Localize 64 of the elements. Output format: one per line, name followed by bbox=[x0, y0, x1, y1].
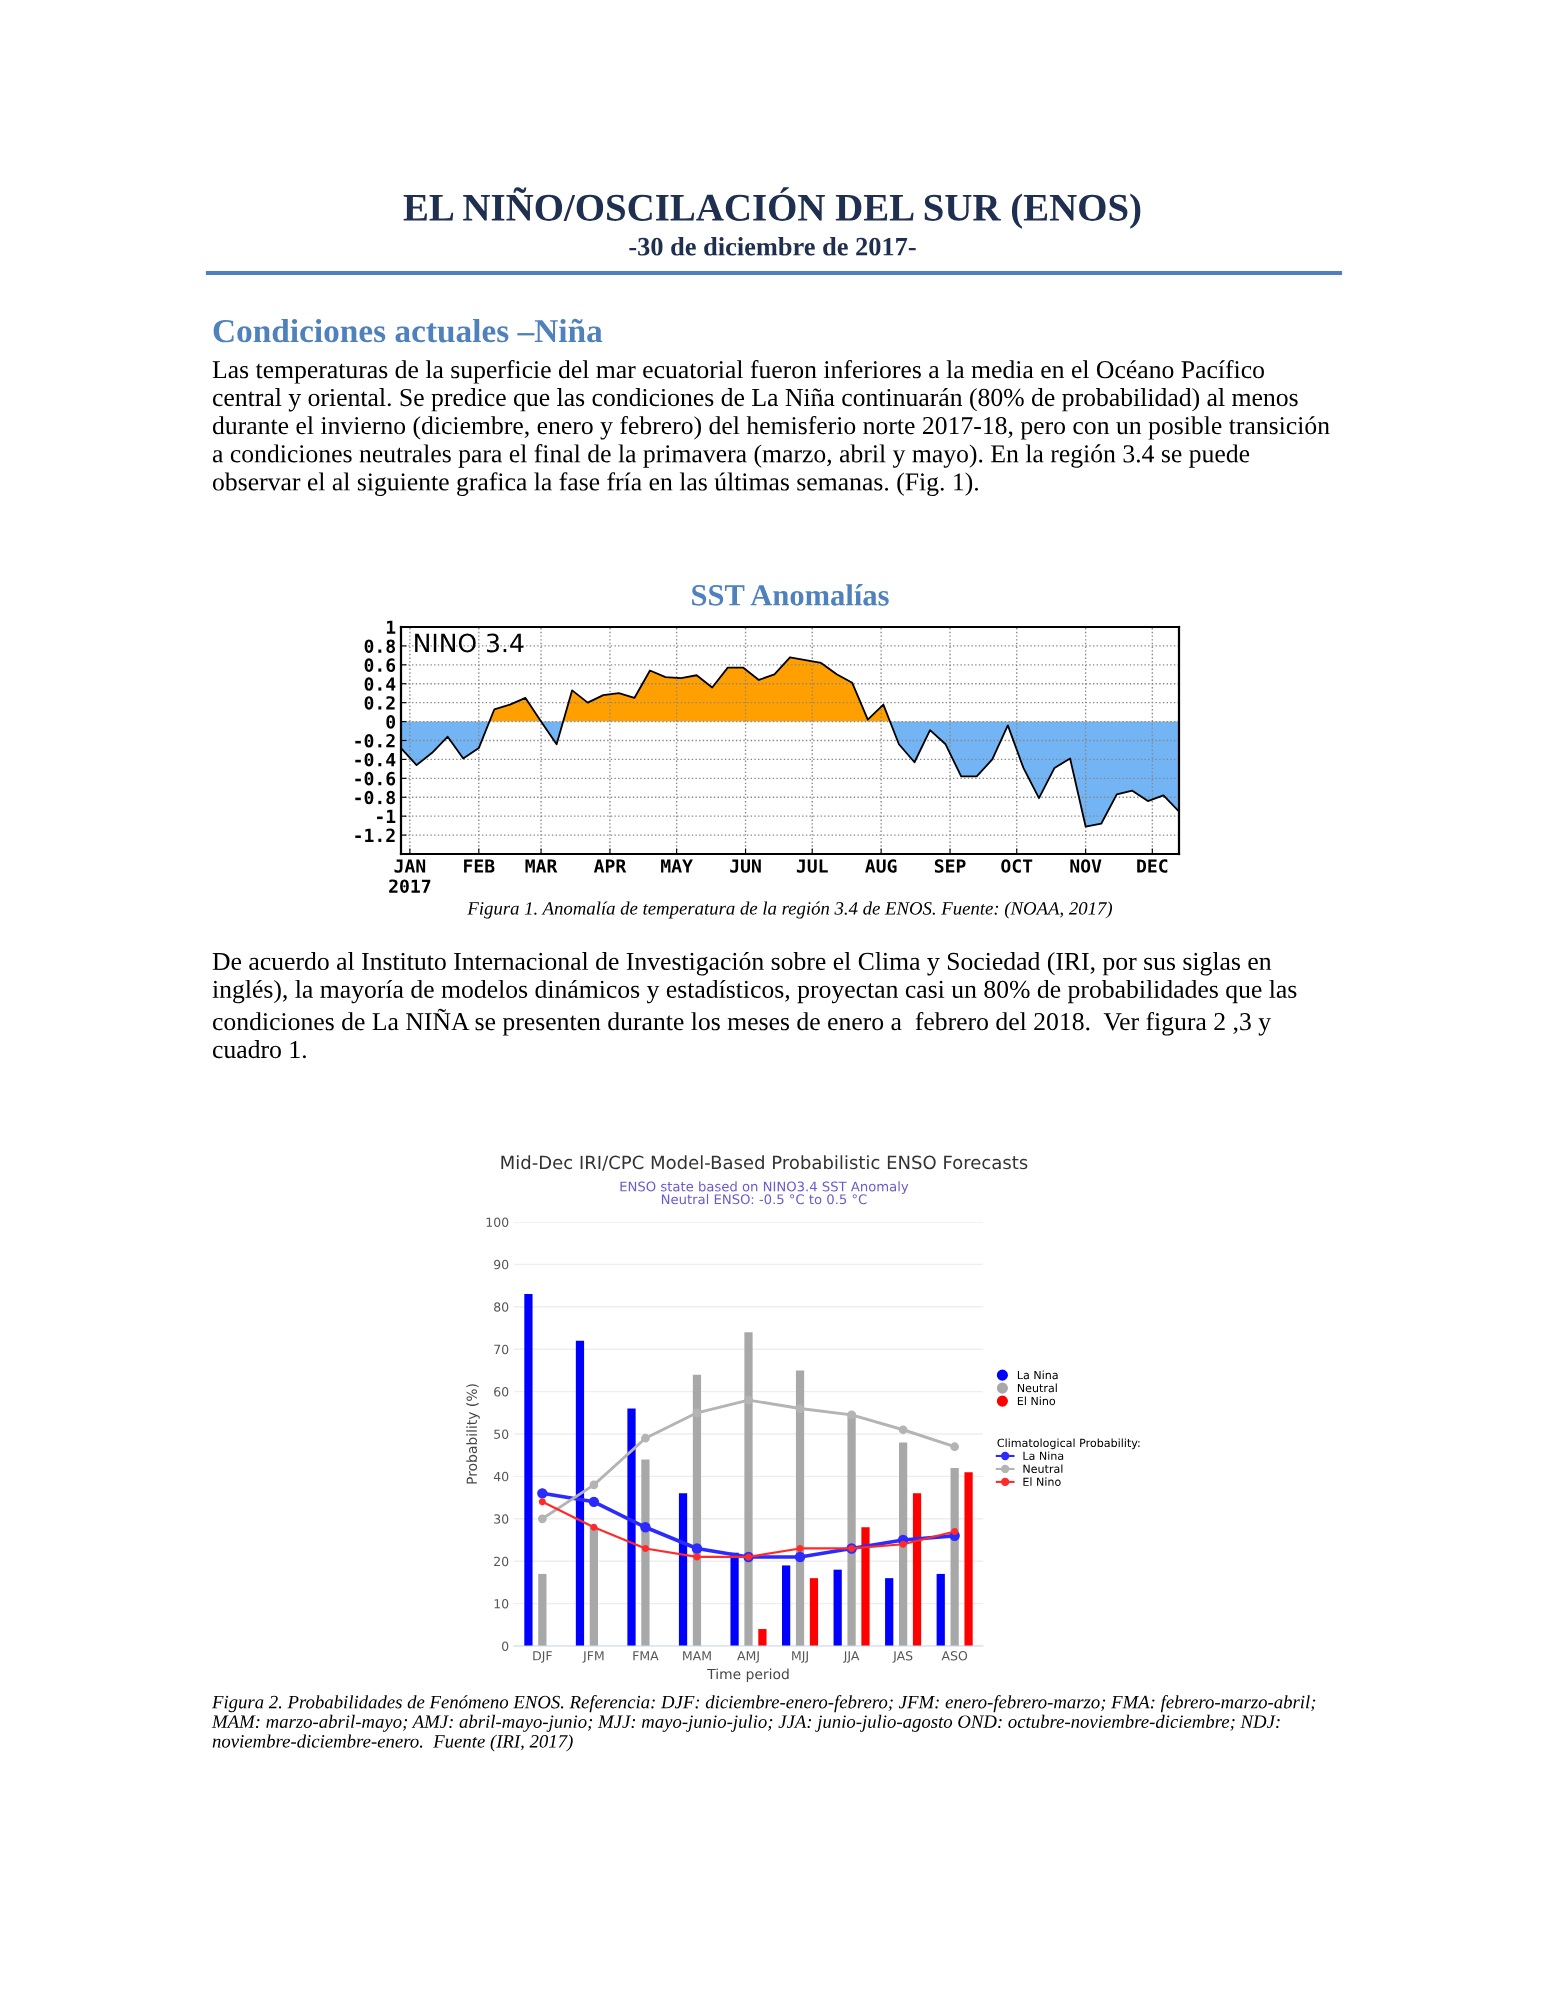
x-tick-label: JUN bbox=[730, 859, 761, 873]
y-tick-label: 0 bbox=[502, 1641, 509, 1651]
x-tick-label: AMJ bbox=[737, 1651, 759, 1663]
legend-label: Neutral bbox=[1023, 1464, 1063, 1473]
y-tick-label: -0.8 bbox=[355, 790, 395, 805]
x-tick-label: OCT bbox=[1001, 859, 1033, 873]
x-tick-label: ASO bbox=[941, 1651, 968, 1661]
x-tick-label: MAM bbox=[683, 1651, 711, 1661]
x-tick-label: FEB bbox=[464, 859, 495, 873]
y-tick-label: -0.6 bbox=[355, 771, 396, 786]
x-tick-label: JUL bbox=[796, 859, 828, 873]
y-tick-label: 90 bbox=[494, 1259, 509, 1270]
y-tick-label: 0.6 bbox=[364, 658, 396, 672]
x-tick-label: JJA bbox=[843, 1651, 860, 1663]
y-axis-title: Probability (%) bbox=[466, 1384, 480, 1484]
x-tick-label: JAN 2017 bbox=[389, 859, 431, 894]
y-tick-label: 50 bbox=[494, 1429, 509, 1439]
chart-title: SST Anomalías bbox=[692, 584, 889, 606]
x-tick-label: JAS bbox=[892, 1651, 913, 1663]
x-axis-title: Time period bbox=[707, 1668, 789, 1682]
x-tick-label: MJJ bbox=[792, 1651, 808, 1663]
text: De acuerdo al Instituto Internacional de Investigación sobre el Clima y Sociedad (IRI, por sus siglas en inglés), la mayoría de modelos dinámicos y estadísticos, proyectan casi un 80% de probabilidades que las condiciones de La NIÑA se presenten durante los meses de enero a febrero del 2018. Ver figura 2 ,3 y cuadro 1. bbox=[212, 952, 1297, 1059]
legend-label: La Nina bbox=[1023, 1451, 1064, 1461]
text: Las temperaturas de la superficie del mar ecuatorial fueron inferiores a la media en el Océano Pacífico central y oriental. Se predice que las condiciones de La Niña continuarán (80% de probabilidad) al menos durante el invierno (diciembre, enero y febrero) del hemisferio norte 2017-18, pero con un posible transición a condiciones neutrales para el final de la primavera (marzo, abril y mayo). En la región 3.4 se puede observar el al siguiente grafica la fase fría en las últimas semanas. (Fig. 1). bbox=[212, 360, 1330, 496]
x-tick-label: JFM bbox=[582, 1651, 604, 1663]
text: -30 de diciembre de 2017- bbox=[629, 237, 916, 256]
legend-label: Neutral bbox=[1017, 1383, 1057, 1393]
y-tick-label: 10 bbox=[494, 1599, 509, 1609]
y-tick-label: -0.4 bbox=[355, 752, 396, 767]
y-tick-label: 0.8 bbox=[364, 639, 395, 654]
x-tick-label: SEP bbox=[934, 859, 966, 873]
y-tick-label: 20 bbox=[494, 1556, 509, 1567]
y-tick-label: 80 bbox=[494, 1302, 509, 1312]
y-tick-label: 100 bbox=[486, 1217, 509, 1227]
y-tick-label: -1.2 bbox=[355, 828, 395, 842]
text: Figura 1. Anomalía de temperatura de la región 3.4 de ENOS. Fuente: (NOAA, 2017) bbox=[467, 901, 1113, 919]
chart-title: Mid-Dec IRI/CPC Model-Based Probabilistic ENSO Forecasts bbox=[501, 1155, 1028, 1171]
x-tick-label: AUG bbox=[865, 859, 897, 873]
text: EL NIÑO/OSCILACIÓN DEL SUR (ENOS) bbox=[403, 187, 1141, 229]
y-tick-label: 30 bbox=[494, 1514, 509, 1524]
x-tick-label: NOV bbox=[1070, 859, 1102, 873]
annotation: NINO 3.4 bbox=[415, 633, 524, 653]
y-tick-label: 1 bbox=[386, 620, 396, 634]
legend-label: La Nina bbox=[1017, 1370, 1058, 1380]
x-tick-label: APR bbox=[593, 859, 627, 873]
y-tick-label: -1 bbox=[377, 809, 396, 824]
chart-subtitle: ENSO state based on NINO3.4 SST Anomaly Neutral ENSO: -0.5 °C to 0.5 °C bbox=[620, 1181, 909, 1205]
text: Condiciones actuales –Niña bbox=[213, 318, 603, 343]
y-tick-label: 60 bbox=[494, 1387, 509, 1397]
x-tick-label: FMA bbox=[633, 1651, 659, 1661]
text: Figura 2. Probabilidades de Fenómeno ENOS. Referencia: DJF: diciembre-enero-febrero; JFM: enero-febrero-marzo; FMA: febrero-marzo-abril; MAM: marzo-abril-mayo; AMJ: abril-mayo-junio; MJJ: mayo-junio-julio; JJA: junio-julio-agosto OND: octubre-noviembre-diciembre; NDJ: noviembre-diciembre-enero. Fuente (IRI, 2017) bbox=[211, 1695, 1316, 1752]
y-tick-label: 0.4 bbox=[364, 677, 396, 691]
y-tick-label: 0 bbox=[386, 715, 396, 729]
x-tick-label: DJF bbox=[533, 1651, 552, 1663]
y-tick-label: 0.2 bbox=[364, 696, 395, 710]
x-tick-label: MAY bbox=[661, 859, 693, 873]
y-tick-label: 70 bbox=[494, 1344, 509, 1355]
legend-label: El Nino bbox=[1023, 1477, 1061, 1486]
y-tick-label: 40 bbox=[493, 1471, 509, 1482]
legend-label: El Nino bbox=[1017, 1396, 1056, 1406]
legend-title: Climatological Probability: bbox=[997, 1438, 1140, 1450]
x-tick-label: MAR bbox=[525, 859, 558, 873]
y-tick-label: -0.2 bbox=[355, 733, 395, 748]
x-tick-label: DEC bbox=[1137, 859, 1168, 873]
